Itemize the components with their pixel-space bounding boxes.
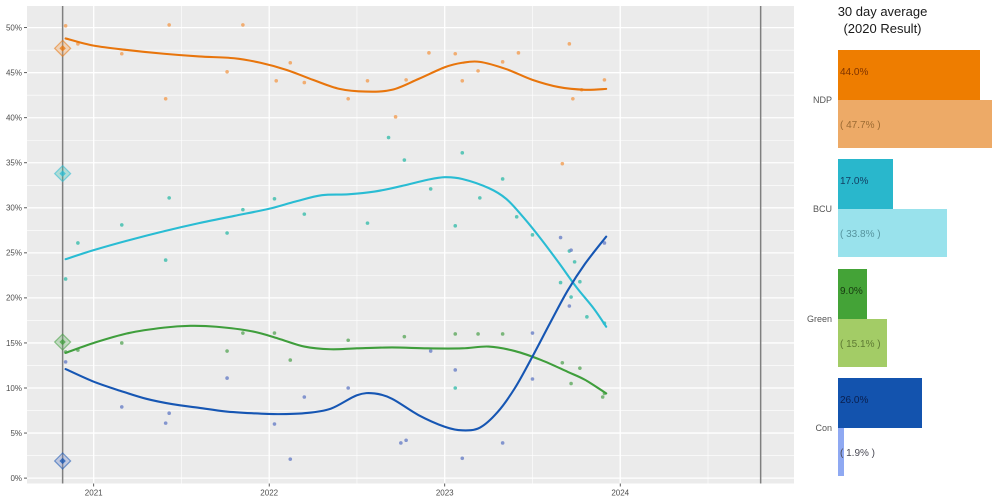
result-2020-marker-Green bbox=[53, 333, 72, 351]
y-tick-label: 45% bbox=[6, 68, 22, 77]
y-tick-label: 15% bbox=[6, 339, 22, 348]
y-tick-label: 25% bbox=[6, 249, 22, 258]
y-tick-label: 40% bbox=[6, 114, 22, 123]
y-tick-label: 0% bbox=[10, 474, 22, 483]
party-label-Green: Green bbox=[806, 313, 832, 324]
bar-2020-result-value-Con: ( 1.9% ) bbox=[840, 447, 876, 459]
bar-average-value-Green: 9.0% bbox=[840, 285, 863, 297]
poll-points-Con bbox=[63, 235, 607, 461]
party-label-NDP: NDP bbox=[812, 95, 832, 105]
party-row-NDP: NDP 44.0% ( 47.7% ) bbox=[800, 50, 1000, 148]
bar-2020-result-Green bbox=[838, 318, 887, 367]
x-axis: 2021 2022 2023 2024 bbox=[85, 483, 630, 498]
trend-line-NDP bbox=[64, 37, 608, 93]
bar-average-value-BCU: 17.0% bbox=[840, 176, 869, 188]
bar-2020-result-value-BCU: ( 33.8% ) bbox=[840, 229, 881, 241]
polling-trend-svg: 0%5%10%15%20%25%30%35%40%45%50%2021 2022 2… bbox=[6, 6, 794, 498]
party-label-BCU: BCU bbox=[812, 204, 832, 215]
result-2020-marker-NDP bbox=[53, 39, 72, 58]
y-tick-label: 50% bbox=[6, 23, 22, 32]
bar-average-value-Con: 26.0% bbox=[840, 394, 869, 406]
bar-2020-result-value-NDP: ( 47.7% ) bbox=[840, 120, 881, 131]
bar-average-BCU bbox=[838, 159, 893, 210]
party-label-Con: Con bbox=[815, 422, 832, 433]
bar-average-NDP bbox=[838, 50, 981, 100]
x-tick-label: 2023 bbox=[436, 489, 454, 498]
trend-line-Green bbox=[64, 324, 608, 395]
poll-points-NDP bbox=[63, 23, 607, 166]
x-tick-label: 2021 bbox=[85, 489, 103, 498]
side-panel-title-line2: (2020 Result) bbox=[843, 20, 922, 36]
y-axis: 0% 5% 10% 15% 20% 25% 30% 35% 40% 45% 50% bbox=[6, 23, 27, 483]
bar-average-value-NDP: 44.0% bbox=[840, 67, 869, 78]
bar-2020-result-Con bbox=[838, 427, 845, 476]
y-tick-label: 30% bbox=[6, 204, 22, 213]
x-tick-label: 2024 bbox=[611, 489, 629, 498]
bar-average-Con bbox=[838, 377, 922, 428]
bar-2020-result-NDP bbox=[838, 100, 993, 148]
side-panel-title: 30 day average (2020 Result) bbox=[800, 4, 965, 38]
bar-average-Green bbox=[838, 268, 868, 319]
trend-line-Con bbox=[64, 235, 608, 432]
bar-2020-result-BCU bbox=[838, 209, 948, 258]
result-2020-marker-BCU bbox=[53, 164, 72, 183]
side-panel-title-line1: 30 day average bbox=[837, 4, 928, 19]
thirty-day-average-panel: 30 day average (2020 Result) NDP 44.0% ( 4… bbox=[800, 0, 1000, 500]
party-row-Con: Con 26.0% ( 1.9% ) bbox=[800, 377, 1000, 476]
y-tick-label: 20% bbox=[6, 294, 22, 303]
bar-2020-result-value-Green: ( 15.1% ) bbox=[840, 338, 881, 350]
plot-panel bbox=[27, 6, 794, 484]
trend-line-BCU bbox=[64, 176, 608, 328]
party-row-BCU: BCU 17.0% ( 33.8% ) bbox=[800, 159, 1000, 258]
party-row-Green: Green 9.0% ( 15.1% ) bbox=[800, 268, 1000, 367]
polling-trend-chart: 0% 5% 10% 15% 20% 25% 30% 35% 40% 45% 50% 2021 2022 2… bbox=[6, 6, 794, 498]
gridlines bbox=[27, 6, 794, 484]
poll-points-BCU bbox=[63, 135, 607, 390]
y-tick-label: 10% bbox=[6, 384, 22, 393]
result-2020-marker-Con bbox=[53, 452, 72, 470]
x-tick-label: 2022 bbox=[260, 489, 278, 498]
y-tick-label: 35% bbox=[6, 159, 22, 168]
y-tick-label: 5% bbox=[10, 429, 22, 438]
event-lines bbox=[61, 6, 762, 484]
